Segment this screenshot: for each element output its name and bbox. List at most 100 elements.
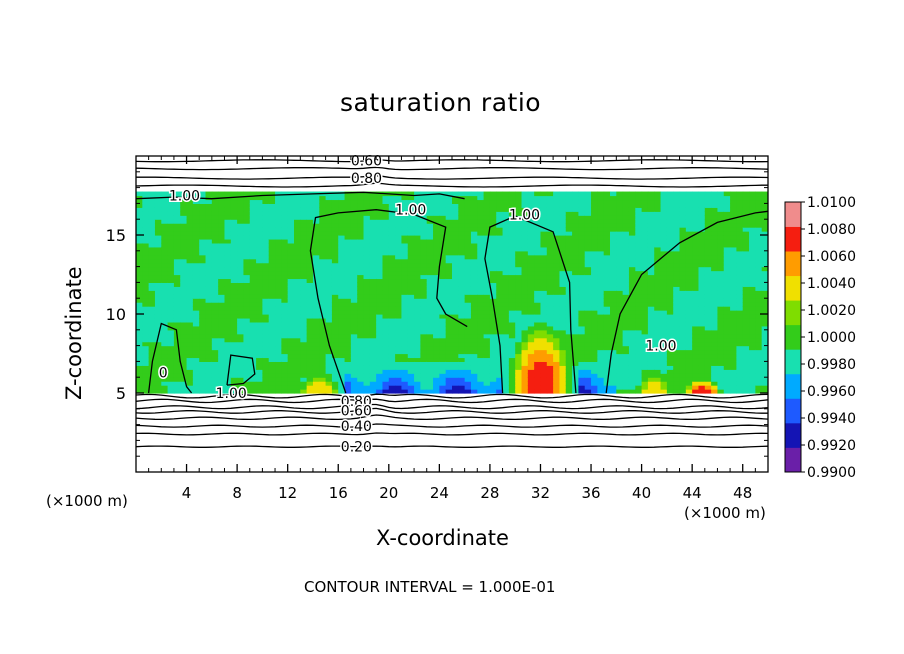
heatmap-cell [730, 242, 737, 248]
heatmap-cell [704, 246, 712, 252]
heatmap-cell [294, 302, 301, 307]
heatmap-cell [704, 203, 712, 208]
heatmap-cell [597, 321, 605, 327]
heatmap-cell [477, 211, 485, 216]
heatmap-cell [414, 250, 421, 256]
heatmap-cell [470, 333, 478, 339]
heatmap-cell [154, 235, 162, 240]
heatmap-cell [186, 254, 194, 260]
heatmap-cell [603, 329, 611, 335]
heatmap-cell [521, 381, 529, 386]
heatmap-cell [243, 207, 251, 212]
heatmap-cell [281, 369, 289, 374]
heatmap-cell [237, 317, 245, 323]
heatmap-cell [477, 242, 485, 248]
heatmap-cell [628, 219, 636, 224]
heatmap-cell [294, 199, 301, 204]
heatmap-cell [685, 278, 693, 283]
heatmap-cell [401, 258, 409, 264]
heatmap-cell [470, 246, 478, 252]
heatmap-cell [660, 246, 668, 252]
heatmap-cell [357, 373, 365, 378]
heatmap-cell [142, 310, 150, 315]
heatmap-cell [654, 325, 662, 331]
heatmap-cell [414, 242, 421, 248]
heatmap-cell [483, 302, 491, 307]
heatmap-cell [161, 389, 169, 394]
heatmap-cell [306, 369, 314, 374]
heatmap-cell [616, 298, 624, 303]
heatmap-cell [401, 242, 409, 248]
heatmap-cell [344, 211, 352, 216]
heatmap-cell [584, 254, 592, 260]
heatmap-cell [559, 211, 567, 216]
heatmap-cell [635, 254, 643, 260]
heatmap-cell [470, 298, 478, 303]
heatmap-cell [376, 199, 384, 204]
heatmap-cell [603, 294, 611, 299]
heatmap-cell [654, 381, 662, 386]
heatmap-cell [401, 227, 409, 232]
heatmap-cell [489, 278, 497, 283]
heatmap-cell [319, 341, 327, 347]
heatmap-cell [407, 302, 415, 307]
heatmap-cell [559, 314, 567, 319]
heatmap-cell [306, 238, 314, 244]
heatmap-cell [294, 195, 301, 201]
heatmap-cell [243, 258, 251, 264]
heatmap-cell [679, 349, 687, 355]
heatmap-cell [426, 191, 434, 197]
heatmap-cell [142, 365, 150, 370]
heatmap-cell [142, 250, 150, 256]
heatmap-cell [477, 223, 485, 228]
heatmap-cell [647, 353, 655, 359]
heatmap-cell [407, 377, 415, 382]
heatmap-cell [268, 207, 276, 212]
heatmap-cell [452, 191, 459, 197]
heatmap-cell [654, 262, 662, 268]
heatmap-cell [584, 231, 592, 236]
heatmap-cell [281, 227, 289, 232]
heatmap-cell [439, 203, 447, 208]
heatmap-cell [395, 195, 403, 201]
heatmap-cell [521, 258, 529, 264]
heatmap-cell [521, 321, 529, 327]
heatmap-cell [565, 353, 573, 359]
heatmap-cell [306, 195, 314, 201]
heatmap-cell [628, 246, 636, 252]
heatmap-cell [136, 250, 143, 256]
heatmap-cell [300, 195, 308, 201]
heatmap-cell [685, 262, 693, 268]
heatmap-cell [489, 235, 497, 240]
heatmap-cell [388, 262, 396, 268]
heatmap-cell [426, 286, 434, 291]
heatmap-cell [395, 199, 403, 204]
heatmap-cell [464, 369, 472, 374]
heatmap-cell [338, 317, 346, 323]
heatmap-cell [502, 238, 510, 244]
heatmap-cell [515, 235, 523, 240]
heatmap-cell [660, 278, 668, 283]
heatmap-cell [382, 262, 390, 268]
heatmap-cell [350, 286, 358, 291]
heatmap-cell [679, 381, 687, 386]
heatmap-cell [597, 207, 605, 212]
heatmap-cell [704, 215, 712, 220]
heatmap-cell [388, 286, 396, 291]
heatmap-cell [319, 266, 327, 272]
heatmap-cell [439, 290, 447, 295]
heatmap-cell [319, 250, 327, 256]
heatmap-cell [534, 231, 542, 236]
heatmap-cell [654, 333, 662, 339]
heatmap-cell [521, 191, 529, 197]
heatmap-cell [186, 381, 194, 386]
heatmap-cell [534, 195, 542, 201]
heatmap-cell [452, 227, 459, 232]
heatmap-cell [641, 219, 649, 224]
heatmap-cell [723, 310, 731, 315]
heatmap-cell [306, 278, 314, 283]
heatmap-cell [401, 365, 409, 370]
heatmap-cell [357, 306, 365, 311]
heatmap-cell [496, 195, 504, 201]
heatmap-cell [679, 337, 687, 343]
